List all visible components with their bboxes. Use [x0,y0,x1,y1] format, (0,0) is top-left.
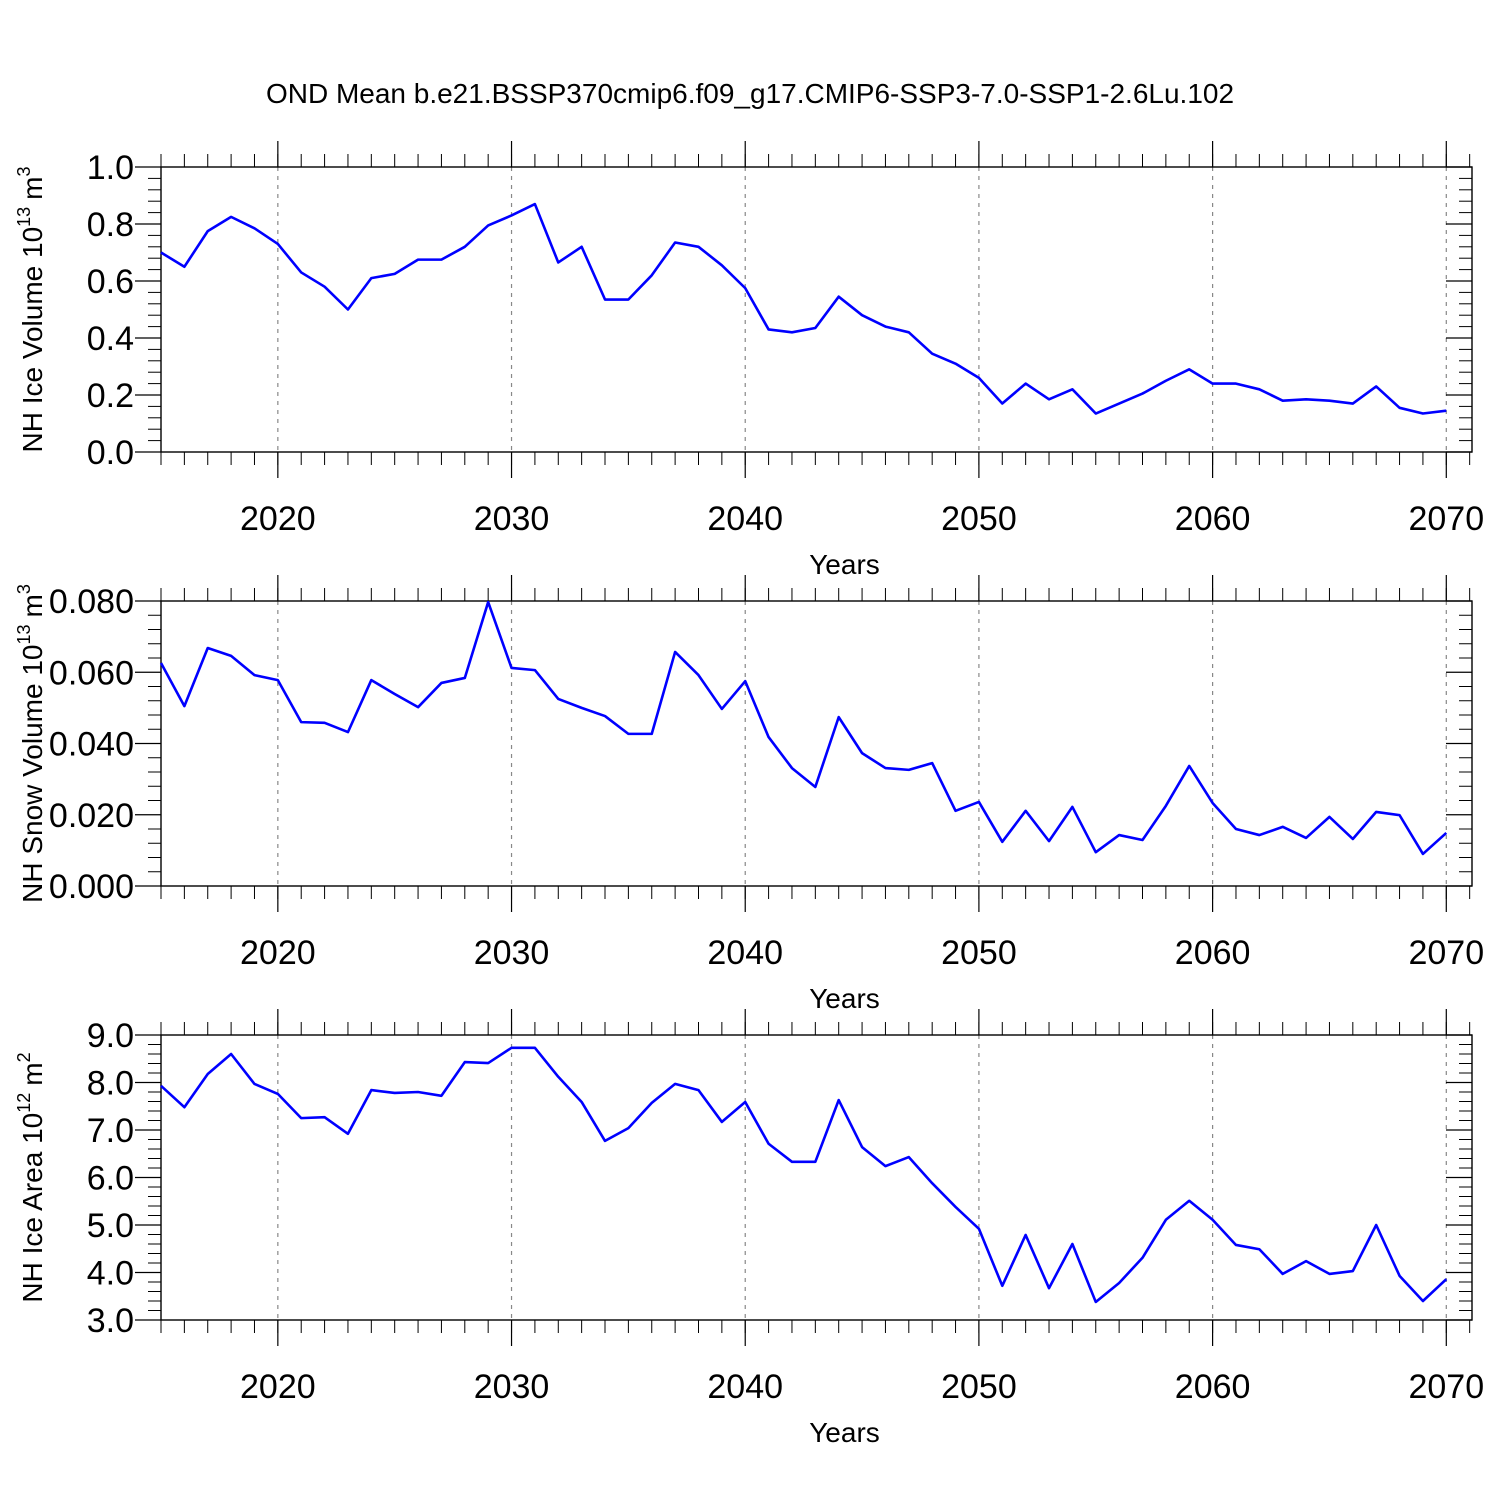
x-axis-label: Years [809,1417,880,1448]
x-tick-label: 2040 [707,934,783,972]
y-tick-label: 0.4 [87,320,134,358]
y-tick-label: 0.8 [87,206,134,244]
x-tick-label: 2040 [707,1368,783,1406]
y-tick-label: 0.0 [87,434,134,472]
y-label-exponent: 13 [14,207,34,227]
y-tick-label: 0.060 [49,654,134,692]
x-tick-label: 2070 [1408,1368,1484,1406]
x-tick-label: 2020 [240,500,316,538]
chart-title: OND Mean b.e21.BSSP370cmip6.f09_g17.CMIP… [266,78,1234,109]
x-tick-label: 2040 [707,500,783,538]
y-tick-label: 8.0 [87,1065,134,1103]
y-label-exponent: 12 [14,1093,34,1113]
y-axis-label: NH Snow Volume 1013 m3 [14,584,48,903]
x-tick-label: 2030 [474,1368,550,1406]
y-label-text: NH Ice Area 10 [17,1113,48,1303]
y-label-unit-exponent: 2 [14,1052,34,1062]
x-tick-label: 2060 [1175,1368,1251,1406]
y-tick-label: 1.0 [87,149,134,187]
y-tick-label: 0.2 [87,377,134,415]
y-tick-label: 7.0 [87,1112,134,1150]
x-axis-label: Years [809,549,880,580]
x-tick-label: 2060 [1175,934,1251,972]
x-tick-label: 2050 [941,934,1017,972]
y-axis-label: NH Ice Area 1012 m2 [14,1052,48,1302]
data-line [160,1046,1448,1304]
y-tick-label: 9.0 [87,1017,134,1055]
x-tick-label: 2070 [1408,934,1484,972]
x-tick-label: 2070 [1408,500,1484,538]
plot-frame [160,1034,1473,1321]
x-axis-label: Years [809,983,880,1014]
y-tick-label: 0.6 [87,263,134,301]
y-label-exponent: 13 [14,624,34,644]
y-tick-label: 5.0 [87,1207,134,1245]
y-label-unit: m [17,176,48,199]
y-label-unit: m [17,594,48,617]
y-tick-label: 0.040 [49,726,134,764]
y-tick-label: 6.0 [87,1160,134,1198]
y-axis-label: NH Ice Volume 1013 m3 [14,166,48,452]
x-tick-label: 2050 [941,1368,1017,1406]
y-tick-label: 4.0 [87,1255,134,1293]
plot-frame [160,166,1473,453]
x-tick-label: 2030 [474,934,550,972]
y-label-unit: m [17,1062,48,1085]
y-tick-label: 3.0 [87,1302,134,1340]
data-line [160,202,1447,415]
y-label-unit-exponent: 3 [14,166,34,176]
x-tick-label: 2050 [941,500,1017,538]
y-tick-label: 0.020 [49,797,134,835]
y-tick-label: 0.000 [49,868,134,906]
y-label-text: NH Ice Volume 10 [17,227,48,453]
data-line [159,600,1448,856]
y-label-text: NH Snow Volume 10 [17,645,48,903]
x-tick-label: 2030 [474,500,550,538]
plot-frame [160,600,1473,887]
y-tick-label: 0.080 [49,583,134,621]
x-tick-label: 2020 [240,1368,316,1406]
x-tick-label: 2020 [240,934,316,972]
x-tick-label: 2060 [1175,500,1251,538]
y-label-unit-exponent: 3 [14,584,34,594]
